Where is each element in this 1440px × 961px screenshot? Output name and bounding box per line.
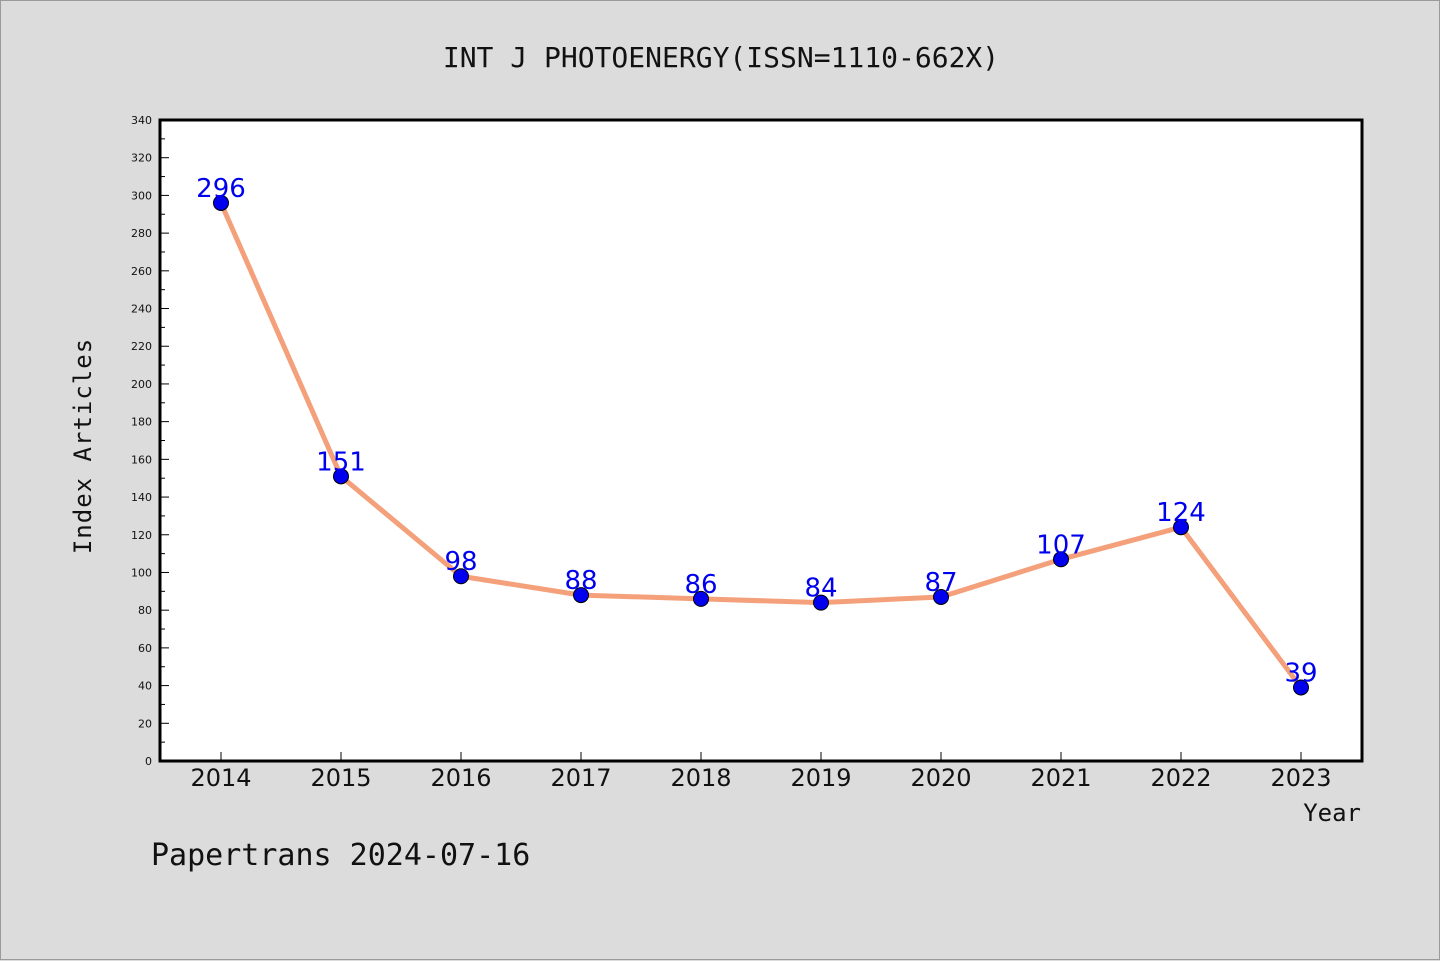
y-tick-label: 300 bbox=[131, 189, 152, 202]
series-line bbox=[218, 200, 1304, 690]
y-tick-label: 0 bbox=[145, 755, 152, 768]
x-tick-label: 2015 bbox=[310, 764, 371, 792]
data-label: 39 bbox=[1284, 658, 1317, 688]
y-tick-label: 160 bbox=[131, 453, 152, 466]
y-tick-label: 20 bbox=[138, 717, 152, 730]
data-point bbox=[453, 568, 469, 585]
data-label: 296 bbox=[196, 174, 246, 204]
y-tick-label: 220 bbox=[131, 340, 152, 353]
plot-area bbox=[158, 118, 1364, 763]
data-label: 87 bbox=[924, 568, 957, 598]
y-tick-label: 120 bbox=[131, 529, 152, 542]
data-label: 84 bbox=[804, 574, 837, 604]
data-point bbox=[813, 594, 829, 611]
data-label: 98 bbox=[444, 547, 477, 577]
y-axis: 0 20 40 60 80 100 120 140 160 180 200 220 240 260 280 3… bbox=[131, 114, 169, 768]
data-label: 107 bbox=[1036, 530, 1086, 560]
y-tick-label: 140 bbox=[131, 491, 152, 504]
x-tick-label: 2021 bbox=[1030, 764, 1091, 792]
y-tick-label: 100 bbox=[131, 566, 152, 579]
x-tick-label: 2018 bbox=[670, 764, 731, 792]
data-point bbox=[693, 590, 709, 607]
data-point bbox=[573, 587, 589, 604]
y-tick-label: 40 bbox=[138, 680, 152, 693]
data-point bbox=[1053, 551, 1069, 568]
y-tick-label: 200 bbox=[131, 378, 152, 391]
x-tick-label: 2016 bbox=[430, 764, 491, 792]
x-tick-label: 2022 bbox=[1150, 764, 1211, 792]
series-layer: 296 151 98 88 86 84 87 107 124 39 bbox=[196, 174, 1318, 696]
y-axis-label: Index Articles bbox=[69, 338, 97, 554]
chart-title: INT J PHOTOENERGY(ISSN=1110-662X) bbox=[443, 41, 999, 74]
data-label: 88 bbox=[564, 566, 597, 596]
data-point bbox=[1293, 679, 1309, 696]
y-tick-label: 340 bbox=[131, 114, 152, 127]
y-tick-label: 240 bbox=[131, 303, 152, 316]
x-tick-label: 2014 bbox=[190, 764, 251, 792]
y-tick-label: 60 bbox=[138, 642, 152, 655]
x-tick-label: 2019 bbox=[790, 764, 851, 792]
y-tick-label: 280 bbox=[131, 227, 152, 240]
x-axis-label: Year bbox=[1303, 799, 1361, 827]
y-tick-label: 320 bbox=[131, 152, 152, 165]
x-tick-label: 2023 bbox=[1270, 764, 1331, 792]
data-point bbox=[933, 588, 949, 605]
data-label: 124 bbox=[1156, 498, 1206, 528]
y-tick-label: 260 bbox=[131, 265, 152, 278]
footer-credit: Papertrans 2024-07-16 bbox=[151, 838, 530, 873]
data-point bbox=[213, 194, 229, 211]
x-tick-label: 2017 bbox=[550, 764, 611, 792]
x-axis: 2014 2015 2016 2017 2018 2019 2020 2021 2022 2023 bbox=[190, 752, 1332, 792]
data-point bbox=[333, 468, 349, 485]
x-tick-label: 2020 bbox=[910, 764, 971, 792]
data-label: 151 bbox=[316, 447, 366, 477]
data-label: 86 bbox=[684, 570, 717, 600]
data-point bbox=[1173, 519, 1189, 536]
y-tick-label: 80 bbox=[138, 604, 152, 617]
y-tick-label: 180 bbox=[131, 416, 152, 429]
